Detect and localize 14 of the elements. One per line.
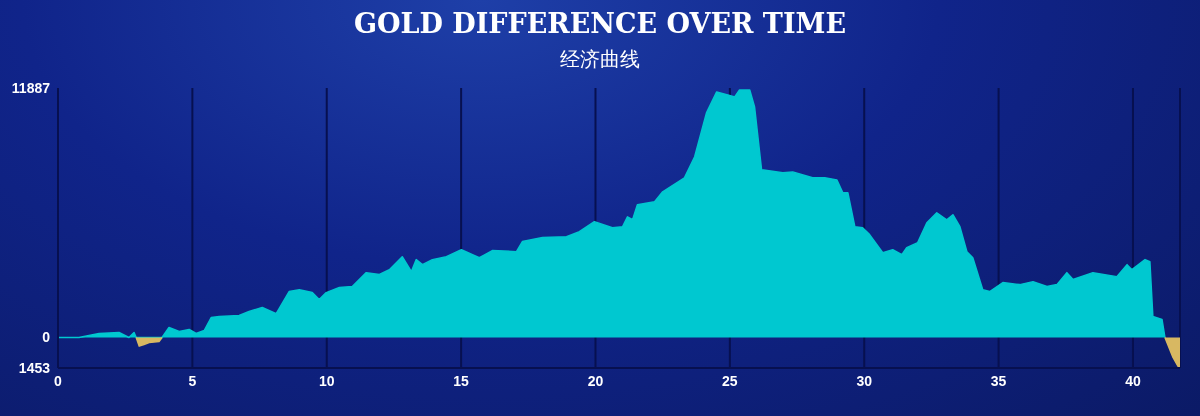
x-tick-label: 5 <box>188 372 197 389</box>
x-tick-label: 15 <box>453 372 470 389</box>
chart-title: GOLD DIFFERENCE OVER TIME <box>352 8 848 39</box>
y-tick-label: 11887 <box>11 79 51 96</box>
x-tick-label: 10 <box>318 372 335 389</box>
x-tick-label: 30 <box>856 372 873 389</box>
x-tick-label: 20 <box>587 372 604 389</box>
x-tick-label: 0 <box>54 372 63 389</box>
chart-subtitle: 经济曲线 <box>559 47 641 72</box>
x-tick-label: 35 <box>990 372 1007 389</box>
x-tick-label: 25 <box>722 372 738 389</box>
y-tick-label: 0 <box>42 329 51 346</box>
x-tick-label: 40 <box>1125 372 1141 389</box>
y-tick-label: 1453 <box>18 359 51 376</box>
